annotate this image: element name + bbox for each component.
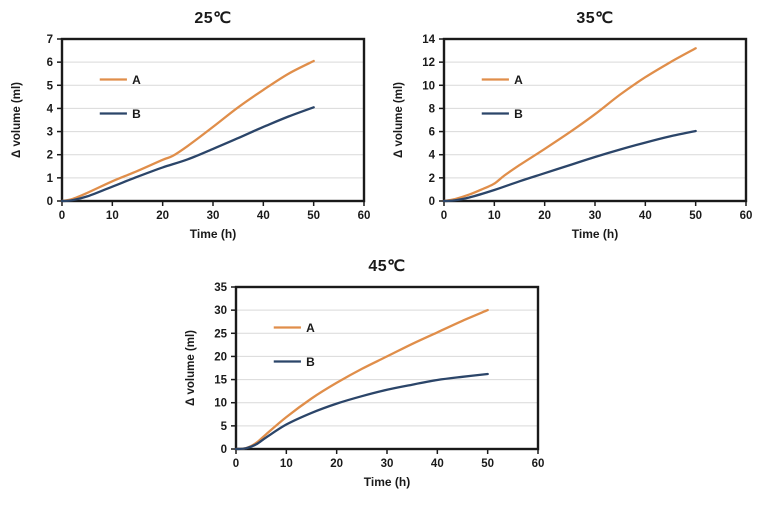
- x-tick-label: 20: [538, 210, 551, 222]
- y-tick-label: 12: [422, 57, 435, 69]
- y-tick-label: 14: [422, 34, 435, 46]
- legend-label-b: B: [514, 107, 523, 121]
- plot-border: [442, 37, 748, 203]
- y-tick-label: 30: [214, 305, 227, 317]
- x-axis-label: Time (h): [363, 475, 411, 489]
- y-tick-label: 6: [429, 127, 435, 139]
- chart-45c: 45℃ Δ volume (ml) 0 10 20 30 40 50 60 0 5 10 15 20 2…: [178, 254, 548, 499]
- x-tick-label: 50: [689, 210, 702, 222]
- legend-label-b: B: [306, 355, 315, 369]
- x-tick-label: 10: [106, 210, 119, 222]
- x-tick-label: 10: [280, 458, 293, 470]
- y-tick-label: 20: [214, 351, 227, 363]
- plot-area: 0 10 20 30 40 50 60 0 1 2 3 4 5 6 7 A B: [47, 34, 371, 222]
- plot-area: 0 10 20 30 40 50 60 0 2 4 6 8 10 12 14 A B: [422, 34, 753, 222]
- x-tick-label: 30: [207, 210, 220, 222]
- y-tick-label: 8: [429, 103, 436, 115]
- series-line-b: [60, 106, 315, 203]
- y-tick-label: 5: [221, 421, 228, 433]
- x-tick-label: 30: [381, 458, 394, 470]
- legend-label-a: A: [306, 321, 315, 335]
- plot-border: [60, 37, 366, 203]
- y-tick-label: 0: [429, 196, 435, 208]
- y-tick-label: 1: [47, 173, 54, 185]
- x-tick-label: 0: [59, 210, 65, 222]
- x-tick-label: 50: [481, 458, 494, 470]
- x-tick-label: 60: [358, 210, 371, 222]
- series-line-b: [442, 129, 697, 203]
- y-tick-label: 3: [47, 127, 53, 139]
- x-tick-label: 40: [431, 458, 444, 470]
- series-line-b: [234, 372, 489, 451]
- y-tick-label: 25: [214, 328, 227, 340]
- x-tick-label: 10: [488, 210, 501, 222]
- y-tick-label: 0: [47, 196, 53, 208]
- legend-label-b: B: [132, 107, 141, 121]
- chart-title: 25℃: [194, 10, 232, 27]
- x-tick-label: 40: [639, 210, 652, 222]
- series-line-a: [234, 308, 489, 451]
- x-axis-label: Time (h): [189, 227, 237, 241]
- y-tick-label: 7: [47, 34, 53, 46]
- y-tick-label: 35: [214, 282, 227, 294]
- x-tick-label: 50: [307, 210, 320, 222]
- series-line-a: [60, 59, 315, 203]
- x-tick-label: 0: [441, 210, 447, 222]
- y-tick-label: 2: [47, 150, 53, 162]
- chart-25c: 25℃ Δ volume (ml) 0 10 20 30 40 50 60 0 1 2 3 4 5 6 7 A…: [4, 6, 374, 251]
- y-tick-label: 10: [214, 398, 227, 410]
- chart-title: 45℃: [368, 258, 406, 275]
- y-tick-label: 5: [47, 80, 54, 92]
- x-tick-label: 30: [589, 210, 602, 222]
- chart-title: 35℃: [576, 10, 614, 27]
- y-tick-label: 10: [422, 80, 435, 92]
- x-tick-label: 0: [233, 458, 239, 470]
- x-tick-label: 20: [156, 210, 169, 222]
- plot-border: [234, 285, 540, 451]
- x-tick-label: 60: [532, 458, 545, 470]
- y-tick-label: 2: [429, 173, 435, 185]
- x-tick-label: 40: [257, 210, 270, 222]
- y-tick-label: 4: [47, 103, 54, 115]
- x-tick-label: 60: [740, 210, 753, 222]
- plot-area: 0 10 20 30 40 50 60 0 5 10 15 20 25 30 35 A B: [214, 282, 545, 470]
- y-tick-label: 15: [214, 375, 227, 387]
- y-tick-label: 6: [47, 57, 53, 69]
- legend-label-a: A: [514, 73, 523, 87]
- y-tick-label: 0: [221, 444, 227, 456]
- chart-35c: 35℃ Δ volume (ml) 0 10 20 30 40 50 60 0 2 4 6 8 10 12…: [386, 6, 756, 251]
- legend-label-a: A: [132, 73, 141, 87]
- x-tick-label: 20: [330, 458, 343, 470]
- y-tick-label: 4: [429, 150, 436, 162]
- series-line-a: [442, 47, 697, 203]
- x-axis-label: Time (h): [571, 227, 619, 241]
